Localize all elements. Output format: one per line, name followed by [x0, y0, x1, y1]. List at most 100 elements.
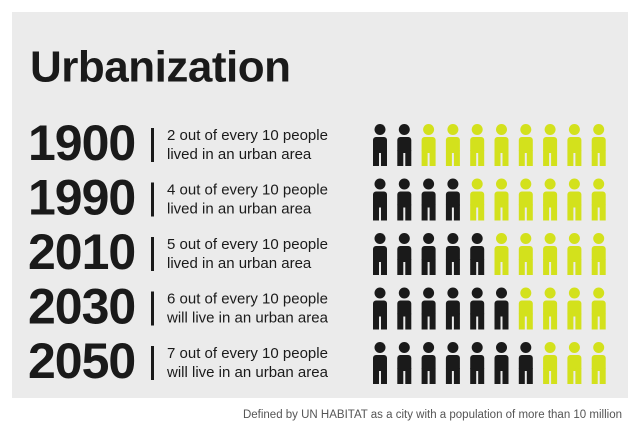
icon-body — [494, 300, 509, 317]
icon-body — [373, 246, 387, 262]
icon-body — [421, 137, 436, 153]
icon-body — [445, 355, 460, 371]
row-description: lived in an urban area — [167, 146, 312, 163]
icon-head — [423, 287, 435, 299]
icon-head — [593, 287, 605, 299]
person-icon — [494, 178, 509, 221]
icon-leg — [502, 204, 509, 221]
icon-body — [567, 300, 582, 317]
icon-head — [471, 342, 483, 353]
icon-head — [544, 124, 556, 135]
person-icon — [470, 178, 485, 221]
person-icon — [567, 178, 582, 221]
icon-body — [494, 246, 509, 262]
icon-head — [544, 233, 556, 244]
person-icon — [397, 342, 412, 384]
icon-leg — [575, 204, 582, 221]
person-icon — [470, 233, 485, 275]
icon-head — [544, 287, 556, 299]
icon-leg — [470, 259, 477, 275]
icon-leg — [567, 259, 574, 275]
person-icon — [397, 287, 412, 330]
icon-leg — [543, 313, 550, 330]
icon-leg — [575, 368, 582, 384]
icon-leg — [470, 204, 477, 221]
icon-body — [373, 300, 387, 317]
icon-leg — [599, 313, 606, 330]
icon-leg — [567, 204, 574, 221]
icon-head — [471, 287, 483, 299]
icon-head — [520, 342, 532, 353]
icon-leg — [494, 204, 501, 221]
icon-body — [567, 355, 582, 371]
icon-leg — [421, 259, 428, 275]
icon-head — [496, 287, 507, 299]
icon-head — [447, 287, 459, 299]
icon-leg — [599, 259, 606, 275]
person-icon — [445, 178, 460, 221]
icon-body — [397, 246, 412, 262]
icon-head — [374, 287, 386, 299]
year-label: 2030 — [28, 279, 135, 335]
icon-leg — [381, 204, 387, 221]
person-icon — [397, 124, 412, 166]
icon-body — [518, 300, 533, 317]
icon-body — [543, 246, 558, 262]
icon-leg — [445, 150, 452, 166]
icon-leg — [543, 150, 550, 166]
icon-body — [567, 137, 582, 153]
icon-leg — [478, 313, 485, 330]
divider — [151, 237, 154, 271]
icon-leg — [445, 204, 452, 221]
icon-head — [374, 178, 386, 190]
icon-leg — [599, 204, 606, 221]
icon-head — [520, 287, 532, 299]
person-icon — [591, 178, 606, 221]
icon-head — [520, 233, 532, 244]
icon-head — [447, 178, 459, 190]
icon-head — [568, 342, 580, 353]
person-icon — [494, 287, 509, 330]
icon-leg — [397, 313, 404, 330]
icon-body — [591, 191, 606, 208]
person-icon — [397, 233, 412, 275]
icon-leg — [502, 259, 509, 275]
icon-leg — [502, 313, 509, 330]
icon-leg — [405, 368, 412, 384]
icon-leg — [453, 368, 460, 384]
person-icon — [518, 287, 533, 330]
person-icon — [421, 287, 436, 330]
person-icon — [591, 233, 606, 275]
icon-leg — [526, 204, 533, 221]
icon-leg — [445, 259, 452, 275]
footnote: Defined by UN HABITAT as a city with a p… — [243, 409, 622, 421]
icon-head — [568, 178, 580, 190]
row-description: lived in an urban area — [167, 200, 312, 217]
icon-leg — [591, 259, 598, 275]
person-icon — [445, 287, 460, 330]
icon-body — [373, 137, 387, 153]
icon-leg — [575, 259, 582, 275]
icon-body — [421, 191, 436, 208]
person-icon — [373, 178, 387, 221]
divider — [151, 291, 154, 326]
person-icon — [445, 124, 460, 166]
icon-leg — [373, 204, 379, 221]
year-label: 1900 — [28, 115, 135, 171]
icon-leg — [478, 204, 485, 221]
person-icon — [421, 124, 436, 166]
person-icon — [591, 342, 606, 384]
icon-leg — [421, 368, 428, 384]
icon-body — [591, 300, 606, 317]
icon-body — [518, 191, 533, 208]
icon-leg — [518, 204, 525, 221]
icon-body — [470, 300, 485, 317]
icon-leg — [551, 313, 558, 330]
icon-leg — [526, 368, 533, 384]
person-icon — [421, 178, 436, 221]
icon-leg — [397, 259, 404, 275]
icon-leg — [518, 150, 525, 166]
icon-leg — [429, 150, 436, 166]
icon-leg — [421, 313, 428, 330]
row-description: 5 out of every 10 people — [167, 236, 328, 253]
